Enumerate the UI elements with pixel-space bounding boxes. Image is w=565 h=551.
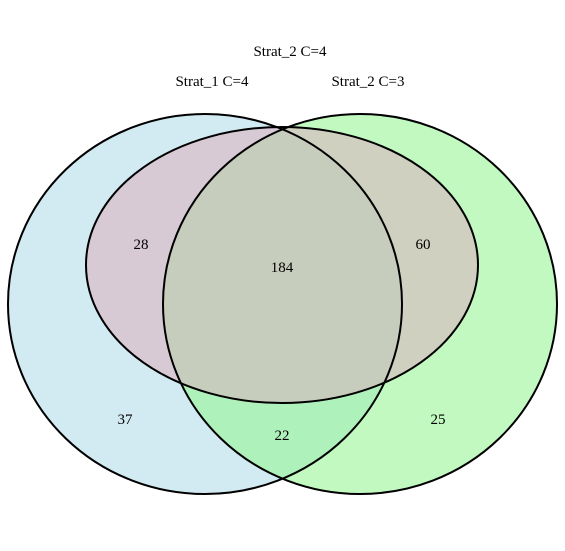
venn-outlines: [7, 113, 558, 495]
set-label-strat2-c3: Strat_2 C=3: [331, 74, 404, 90]
set-label-strat2-c4: Strat_2 C=4: [253, 44, 327, 60]
venn-fills: [8, 114, 557, 494]
set-strat2-c3-outline: [162, 113, 558, 495]
venn-set-labels: Strat_2 C=4 Strat_1 C=4 Strat_2 C=3: [175, 44, 404, 90]
count-a-only: 37: [118, 412, 134, 428]
venn-region-counts: 28 184 60 37 22 25: [118, 237, 446, 444]
count-b-not-c: 28: [134, 237, 149, 253]
set-strat2-c4-outline: [85, 126, 479, 404]
count-c-only: 25: [431, 412, 446, 428]
count-a-and-c-not-b: 22: [275, 428, 290, 444]
set-label-strat1-c4: Strat_1 C=4: [175, 74, 249, 90]
set-strat2-c4-ellipse: [86, 127, 478, 403]
set-strat1-c4-outline: [7, 113, 403, 495]
count-b-and-c: 184: [271, 260, 294, 276]
count-b-not-a: 60: [416, 237, 431, 253]
